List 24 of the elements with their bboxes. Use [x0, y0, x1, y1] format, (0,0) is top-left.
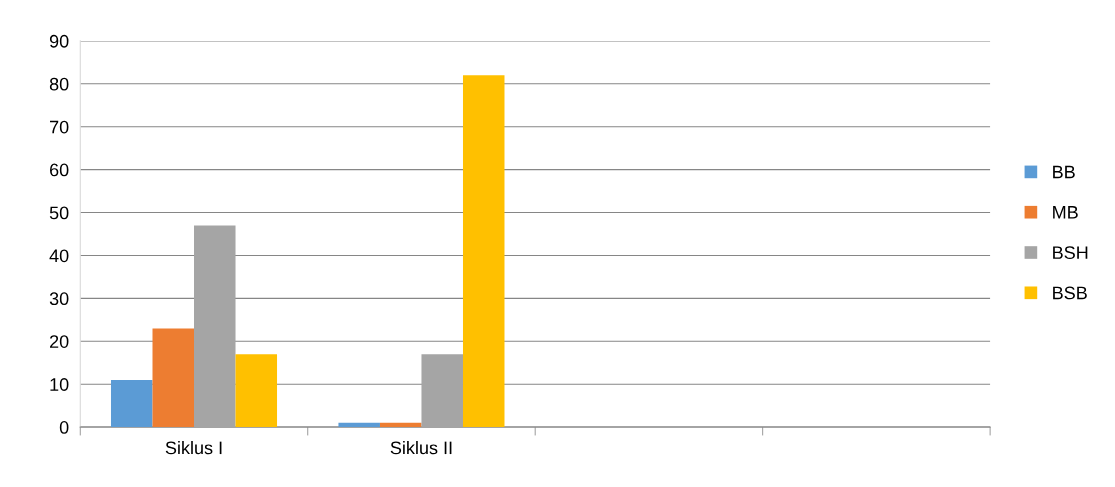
bar: [379, 422, 422, 428]
legend-label: MB: [1053, 206, 1078, 219]
y-tick-label: 90: [49, 34, 69, 48]
y-tick-label: 10: [50, 378, 69, 391]
y-tick-label: 30: [49, 292, 69, 306]
bar: [421, 354, 463, 428]
y-tick-label: 40: [49, 249, 69, 263]
y-tick-label: 0: [59, 421, 69, 434]
legend-label: BSB: [1053, 286, 1087, 300]
bar: [110, 379, 153, 428]
bar: [235, 354, 278, 428]
bar: [338, 422, 380, 428]
x-tick-label: Siklus I: [165, 440, 222, 455]
y-tick-label: 50: [49, 206, 69, 220]
y-tick-label: 80: [49, 77, 69, 91]
y-tick-label: 70: [50, 120, 69, 134]
bar: [194, 225, 236, 428]
legend-label: BB: [1053, 165, 1075, 179]
bar: [462, 75, 505, 428]
y-tick-label: 60: [50, 163, 69, 177]
y-tick-label: 20: [50, 335, 69, 348]
x-tick-label: Siklus II: [390, 440, 452, 455]
legend-label: BSH: [1053, 246, 1088, 259]
bar: [152, 328, 195, 428]
